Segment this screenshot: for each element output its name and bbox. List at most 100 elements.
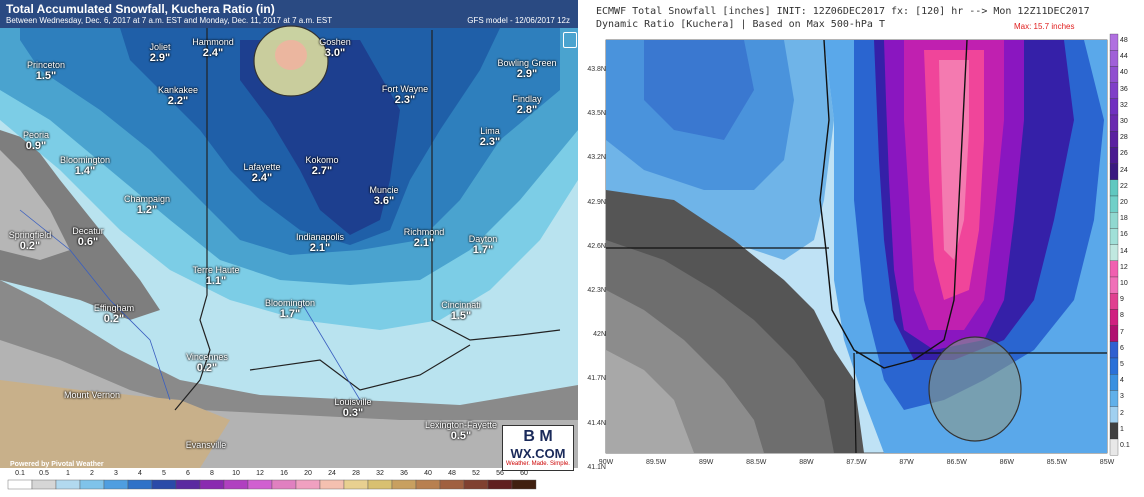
city-snow-value: 2.9" <box>149 52 171 64</box>
city-label: Muncie 3.6" <box>369 185 398 207</box>
colorbar-swatch <box>1109 163 1119 180</box>
colorbar-label: 30 <box>1120 118 1128 125</box>
colorbar-label: 1 <box>1120 425 1124 433</box>
lon-label: 86W <box>999 459 1014 466</box>
city-label: Richmond 2.1" <box>404 227 445 249</box>
city-name: Joliet <box>149 42 171 52</box>
scale-swatch <box>271 479 297 490</box>
colorbar-swatch <box>1109 147 1119 164</box>
left-title: Total Accumulated Snowfall, Kuchera Rati… <box>6 2 275 16</box>
city-label: Kokomo 2.7" <box>305 155 338 177</box>
city-snow-value: 0.2" <box>103 313 125 325</box>
colorbar-swatch <box>1109 195 1119 213</box>
highlight-circle-right <box>928 336 1022 442</box>
colorbar-swatch <box>1109 66 1119 83</box>
city-name: Richmond <box>403 227 445 237</box>
city-label: Springfield 0.2" <box>9 230 52 252</box>
city-snow-value: 0.9" <box>25 140 47 152</box>
colorbar-label: 36 <box>1120 85 1128 93</box>
city-snow-value: 1.2" <box>136 204 158 216</box>
scale-swatch <box>247 479 273 490</box>
city-label: Princeton 1.5" <box>27 60 65 82</box>
logo-text-2: WX.COM <box>510 446 566 461</box>
scale-swatch <box>31 479 57 490</box>
city-snow-value: 0.5" <box>450 430 472 442</box>
city-snow-value: 1.7" <box>472 244 494 256</box>
city-name: Mount Vernon <box>63 390 121 400</box>
city-name: Kankakee <box>157 85 199 95</box>
scale-label: 12 <box>256 470 264 477</box>
city-snow-value: 2.1" <box>413 237 435 249</box>
colorbar-swatch <box>1109 82 1119 99</box>
logo-text-1: B M <box>523 428 553 445</box>
lat-label: 43.5N <box>587 110 606 118</box>
colorbar-swatch <box>1109 212 1119 229</box>
colorbar-swatch <box>1109 325 1119 342</box>
city-snow-value: 2.1" <box>309 242 331 254</box>
colorbar-swatch <box>1109 293 1119 310</box>
city-snow-value: 0.2" <box>196 362 218 374</box>
scale-swatch <box>223 479 249 490</box>
city-label: Lexington-Fayette 0.5" <box>425 420 497 442</box>
left-subtitle: Between Wednesday, Dec. 6, 2017 at 7 a.m… <box>6 16 333 25</box>
city-snow-value: 2.2" <box>167 95 189 107</box>
city-label: Kankakee 2.2" <box>158 85 198 107</box>
scale-swatch <box>127 479 153 490</box>
city-snow-value: 0.2" <box>19 240 41 252</box>
colorbar-swatch <box>1109 309 1119 326</box>
city-snow-value: 3.6" <box>373 195 395 207</box>
scale-label: 2 <box>90 470 94 477</box>
scale-label: 20 <box>304 470 312 477</box>
city-name: Lima <box>480 126 500 136</box>
city-snow-value: 2.9" <box>516 68 538 80</box>
scale-label: 0.1 <box>15 470 25 477</box>
map-icon[interactable] <box>563 32 577 48</box>
colorbar-label: 4 <box>1120 377 1124 385</box>
city-snow-value: 1.4" <box>74 165 96 177</box>
city-name: Bloomington <box>264 298 316 308</box>
scale-swatch <box>175 479 201 490</box>
scale-swatch <box>295 479 321 490</box>
city-name: Princeton <box>26 60 66 70</box>
scale-label: 36 <box>400 470 408 477</box>
city-label: Dayton 1.7" <box>469 234 498 256</box>
right-title: ECMWF Total Snowfall [inches] INIT: 12Z0… <box>596 6 1090 17</box>
colorbar-label: 9 <box>1120 296 1124 304</box>
colorbar-swatch <box>1109 50 1119 67</box>
city-label: Decatur 0.6" <box>72 226 104 248</box>
lat-label: 42N <box>593 331 606 339</box>
city-snow-value: 0.3" <box>342 407 364 419</box>
colorbar-label: 7 <box>1120 328 1124 336</box>
city-label: Indianapolis 2.1" <box>296 232 344 254</box>
city-name: Evansville <box>185 440 227 450</box>
scale-swatch <box>391 479 417 490</box>
city-name: Louisville <box>334 397 372 407</box>
colorbar-swatch <box>1109 114 1119 132</box>
city-label: Bloomington 1.7" <box>265 298 315 320</box>
lat-label: 42.3N <box>587 287 606 294</box>
scale-label: 24 <box>328 470 336 477</box>
city-label: Evansville <box>186 440 227 451</box>
lat-label: 41.7N <box>587 375 606 383</box>
city-label: Terre Haute 1.1" <box>192 265 239 287</box>
scale-swatch <box>55 479 81 490</box>
lon-label: 85.5W <box>1046 459 1068 466</box>
city-label: Fort Wayne 2.3" <box>382 84 428 106</box>
scale-label: 4 <box>138 470 142 477</box>
city-snow-value: 3.0" <box>324 47 346 59</box>
scale-label: 32 <box>376 470 384 477</box>
gfs-map-graphic <box>0 25 578 497</box>
scale-swatch <box>103 479 129 490</box>
city-name: Lafayette <box>243 162 281 172</box>
scale-label: 5 <box>162 470 166 477</box>
colorbar-swatch <box>1109 390 1119 407</box>
city-name: Lexington-Fayette <box>424 420 498 430</box>
scale-swatch <box>199 479 225 490</box>
city-label: Vincennes 0.2" <box>186 352 228 374</box>
city-label: Peoria 0.9" <box>23 130 49 152</box>
powered-by: Powered by Pivotal Weather <box>10 461 104 468</box>
lat-label: 43.2N <box>587 154 606 162</box>
scale-label: 52 <box>472 470 480 477</box>
colorbar-swatch <box>1109 422 1119 440</box>
scale-label: 6 <box>186 470 190 477</box>
